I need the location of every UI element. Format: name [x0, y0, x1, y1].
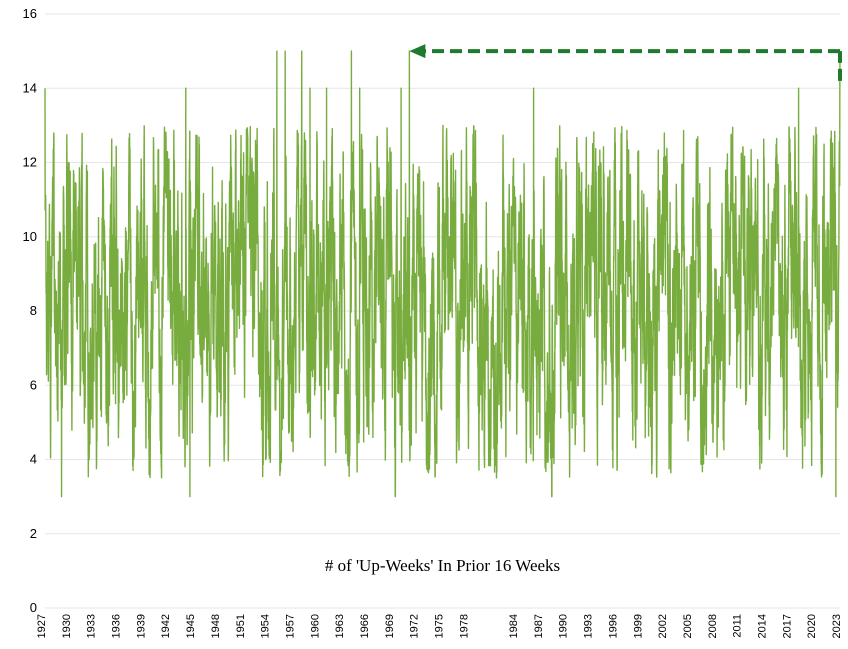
x-tick-label: 1966	[359, 614, 371, 638]
y-tick-label: 4	[30, 452, 37, 467]
chart-container: 0 2 4 6 8 10 12 14 16 1927 1930 1933 1936 1939 1942 194…	[0, 0, 848, 649]
y-tick-label: 2	[30, 526, 37, 541]
x-tick-label: 1972	[409, 614, 421, 638]
x-tick-label: 1963	[334, 614, 346, 638]
x-tick-label: 1954	[260, 614, 272, 638]
x-tick-label: 2014	[756, 614, 768, 638]
x-tick-label: 1996	[607, 614, 619, 638]
x-tick-label: 1927	[36, 614, 48, 638]
x-tick-label: 1957	[284, 614, 296, 638]
chart-title: # of 'Up-Weeks' In Prior 16 Weeks	[325, 556, 560, 575]
x-tick-label: 1936	[111, 614, 123, 638]
x-tick-label: 1951	[235, 614, 247, 638]
x-tick-label: 1984	[508, 614, 520, 638]
x-tick-label: 2023	[831, 614, 843, 638]
x-tick-label: 2020	[806, 614, 818, 638]
x-tick-label: 1987	[533, 614, 545, 638]
y-tick-label: 8	[30, 303, 37, 318]
x-tick-label: 1933	[86, 614, 98, 638]
x-tick-label: 1999	[632, 614, 644, 638]
y-tick-label: 6	[30, 377, 37, 392]
x-tick-label: 1990	[558, 614, 570, 638]
x-tick-label: 2017	[781, 614, 793, 638]
y-tick-label: 10	[23, 229, 37, 244]
y-tick-label: 16	[23, 6, 37, 21]
x-tick-label: 2002	[657, 614, 669, 638]
x-tick-label: 1975	[434, 614, 446, 638]
x-tick-label: 1939	[135, 614, 147, 638]
x-tick-label: 2008	[707, 614, 719, 638]
x-tick-label: 1942	[160, 614, 172, 638]
x-tick-label: 1960	[309, 614, 321, 638]
y-tick-label: 0	[30, 600, 37, 615]
x-tick-label: 1993	[583, 614, 595, 638]
x-tick-label: 1969	[384, 614, 396, 638]
x-tick-label: 1948	[210, 614, 222, 638]
x-tick-label: 1945	[185, 614, 197, 638]
x-tick-label: 1930	[61, 614, 73, 638]
x-tick-label: 2011	[732, 614, 744, 638]
x-tick-label: 1978	[458, 614, 470, 638]
y-tick-label: 12	[23, 155, 37, 170]
y-tick-label: 14	[23, 80, 37, 95]
x-tick-label: 2005	[682, 614, 694, 638]
chart-svg: 0 2 4 6 8 10 12 14 16 1927 1930 1933 1936 1939 1942 194…	[0, 0, 848, 649]
